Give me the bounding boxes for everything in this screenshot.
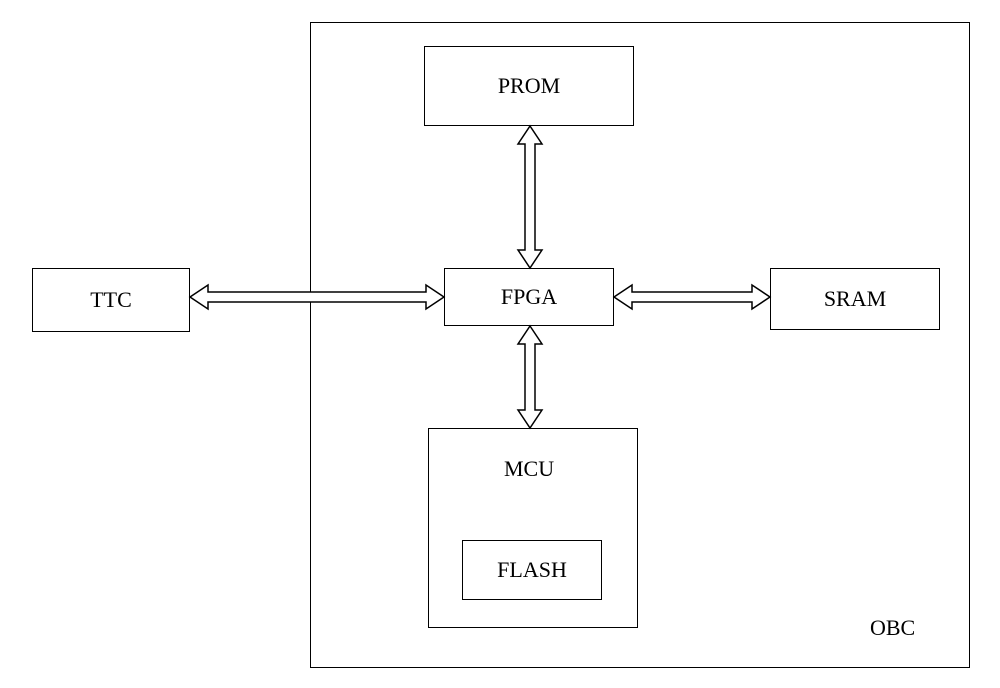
arrow-fpga-mcu: [518, 326, 542, 428]
diagram-canvas: OBC TTC PROM FPGA SRAM MCU FLASH: [0, 0, 1000, 688]
arrows-layer: [0, 0, 1000, 688]
arrow-prom-fpga: [518, 126, 542, 268]
arrow-fpga-sram: [614, 285, 770, 309]
arrow-ttc-fpga: [190, 285, 444, 309]
